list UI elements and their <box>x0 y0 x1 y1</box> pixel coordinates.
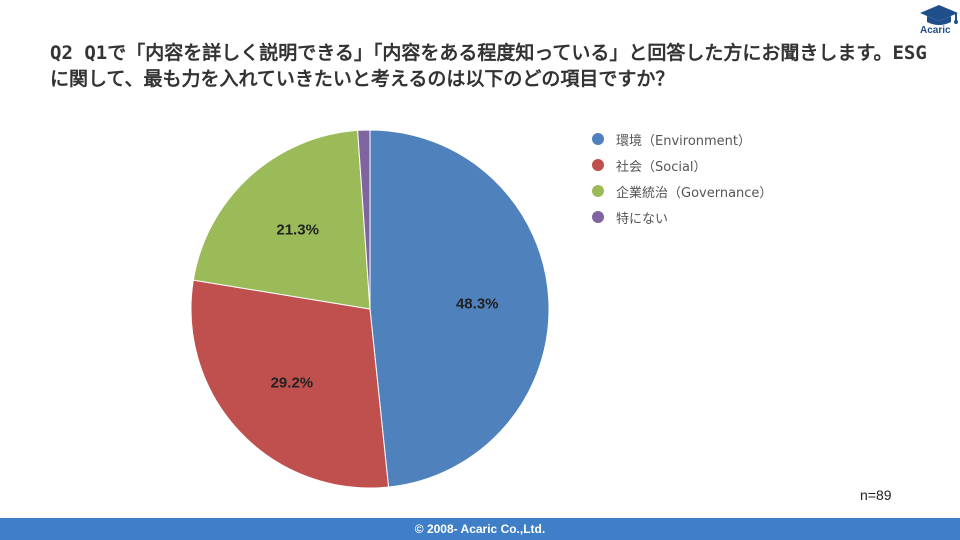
pie-slice-3 <box>192 129 371 310</box>
legend-item-2: 社会（Social） <box>592 152 772 178</box>
slice-value-label-3: 21.3% <box>276 222 319 239</box>
legend-swatch-icon <box>592 185 604 197</box>
logo-wordmark: Acaric <box>920 25 951 36</box>
slice-value-label-1: 48.3% <box>456 295 499 312</box>
pie-slice-1 <box>369 129 550 488</box>
legend-label: 企業統治（Governance） <box>616 185 773 201</box>
sample-size-note: n=89 <box>860 487 892 503</box>
pie-slice-4 <box>357 129 371 310</box>
legend-item-3: 企業統治（Governance） <box>592 178 772 204</box>
graduation-cap-icon <box>920 5 958 25</box>
question-title: Q2 Q1で「内容を詳しく説明できる」「内容をある程度知っている」と回答した方に… <box>50 42 927 90</box>
legend-item-4: 特にない <box>592 204 772 230</box>
pie-slice-2 <box>190 279 390 489</box>
legend-label: 社会（Social） <box>616 159 707 175</box>
legend-label: 環境（Environment） <box>616 133 752 149</box>
legend-label: 特にない <box>616 211 669 227</box>
footer-bar: © 2008- Acaric Co.,Ltd. <box>0 518 960 540</box>
chart-legend: 環境（Environment） 社会（Social） 企業統治（Governance… <box>592 126 772 230</box>
legend-swatch-icon <box>592 159 604 171</box>
legend-item-1: 環境（Environment） <box>592 126 772 152</box>
legend-swatch-icon <box>592 133 604 145</box>
copyright-text: © 2008- Acaric Co.,Ltd. <box>414 522 546 536</box>
slice-value-label-2: 29.2% <box>271 375 314 392</box>
legend-swatch-icon <box>592 211 604 223</box>
